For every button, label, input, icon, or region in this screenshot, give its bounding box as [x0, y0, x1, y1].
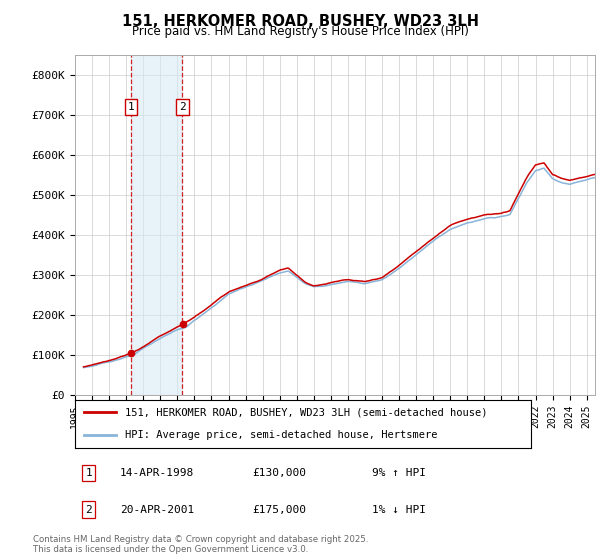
- Text: 1% ↓ HPI: 1% ↓ HPI: [372, 505, 426, 515]
- Text: 2: 2: [179, 102, 186, 112]
- Text: £130,000: £130,000: [252, 468, 306, 478]
- Text: Contains HM Land Registry data © Crown copyright and database right 2025.
This d: Contains HM Land Registry data © Crown c…: [33, 535, 368, 554]
- Text: 14-APR-1998: 14-APR-1998: [120, 468, 194, 478]
- Bar: [131, 55, 182, 395]
- Text: 20-APR-2001: 20-APR-2001: [120, 505, 194, 515]
- Text: Price paid vs. HM Land Registry's House Price Index (HPI): Price paid vs. HM Land Registry's House …: [131, 25, 469, 38]
- Text: 151, HERKOMER ROAD, BUSHEY, WD23 3LH (semi-detached house): 151, HERKOMER ROAD, BUSHEY, WD23 3LH (se…: [125, 407, 488, 417]
- Text: HPI: Average price, semi-detached house, Hertsmere: HPI: Average price, semi-detached house,…: [125, 430, 437, 440]
- Text: 2: 2: [85, 505, 92, 515]
- Text: 151, HERKOMER ROAD, BUSHEY, WD23 3LH: 151, HERKOMER ROAD, BUSHEY, WD23 3LH: [121, 14, 479, 29]
- Text: 1: 1: [85, 468, 92, 478]
- Text: £175,000: £175,000: [252, 505, 306, 515]
- Text: 1: 1: [128, 102, 134, 112]
- Text: 9% ↑ HPI: 9% ↑ HPI: [372, 468, 426, 478]
